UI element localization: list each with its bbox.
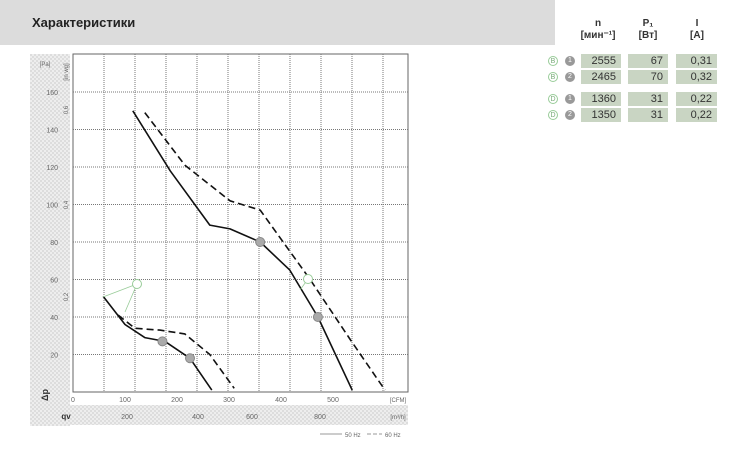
cell-i: 0,31 [676,54,717,68]
x-tick-label: 100 [119,397,131,404]
y2-tick-label: 0,2 [64,292,70,301]
mode-badge: 2 [565,72,575,82]
curve-D-50hz [102,295,213,391]
legend-50hz: 50 Hz [345,433,361,439]
x-tick-label: 200 [171,397,183,404]
curve-badge: B [548,72,558,82]
y-tick-label: 60 [50,278,58,285]
header-band [0,0,555,45]
callout-circle [303,274,313,284]
cell-p: 67 [628,54,668,68]
mode-badge: 1 [565,94,575,104]
x2-tick-label: 200 [121,414,133,421]
curve-B-60hz [144,112,386,391]
callout-line [102,283,138,298]
y2-tick-label: 0,4 [64,200,70,209]
x2-axis-label: [m³/h] [390,415,406,421]
y2-axis-label: [in wg] [64,63,70,81]
curve-badge: B [548,56,558,66]
y-tick-label: 140 [46,128,58,135]
cell-i: 0,22 [676,108,717,122]
y-tick-label: 20 [50,353,58,360]
y-tick-label: 80 [50,240,58,247]
y-tick-label: 160 [46,90,58,97]
y-tick-label: 40 [50,315,58,322]
x2-axis-panel [30,405,408,425]
callout-circle [132,279,142,289]
operating-point-marker [185,353,195,364]
x2-tick-label: 800 [314,414,326,421]
cell-n: 2555 [581,54,621,68]
mode-badge: 1 [565,56,575,66]
cell-i: 0,22 [676,92,717,106]
y-axis-label: [Pa] [40,62,51,68]
operating-point-marker [312,312,323,322]
y-axis-panel [30,54,70,426]
x2-tick-label: 600 [246,414,258,421]
plot-frame [72,53,409,393]
page-title: Характеристики [32,15,136,30]
x-tick-label: 400 [275,397,287,404]
y-tick-label: 100 [46,203,58,210]
y-tick-label: 120 [46,165,58,172]
col-header-n: n [мин⁻¹] [580,18,616,41]
x-tick-label: 0 [71,397,75,404]
qv-axis-label: qv [61,412,71,421]
col-header-p: P₁ [Вт] [638,18,658,41]
cell-n: 1350 [581,108,621,122]
x-tick-label: 300 [223,397,235,404]
cell-p: 31 [628,92,668,106]
col-header-i: I [A] [690,18,704,41]
curve-B-50hz [132,110,353,391]
operating-point-marker [255,237,266,247]
curve-badge: D [548,110,558,120]
cell-i: 0,32 [676,70,717,84]
cell-p: 31 [628,108,668,122]
mode-badge: 2 [565,110,575,120]
legend-60hz: 60 Hz [385,433,401,439]
cell-n: 1360 [581,92,621,106]
x2-tick-label: 400 [192,414,204,421]
y2-tick-label: 0,6 [64,105,70,114]
x-axis-label: [CFM] [390,398,407,404]
callout-line [124,283,138,313]
x-tick-label: 500 [327,397,339,404]
dp-axis-label: Δp [40,389,50,401]
curve-D-60hz [117,314,235,389]
operating-point-marker [157,336,168,347]
curve-badge: D [548,94,558,104]
cell-p: 70 [628,70,668,84]
cell-n: 2465 [581,70,621,84]
